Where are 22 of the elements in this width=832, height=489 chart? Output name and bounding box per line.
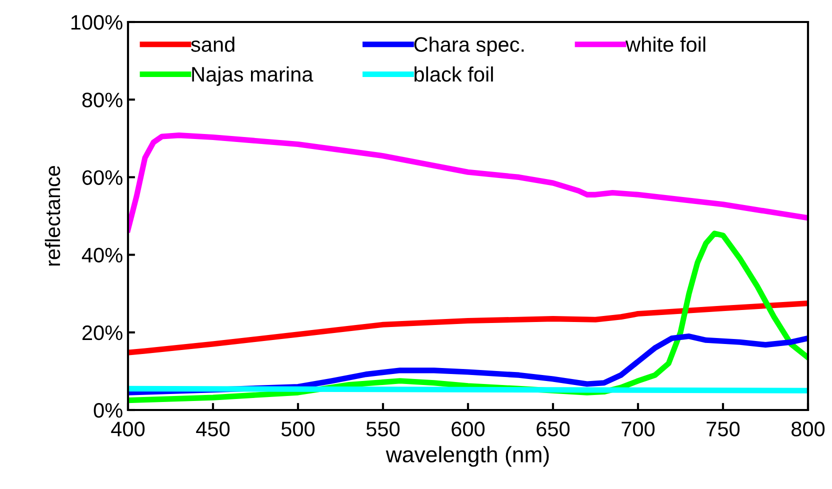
x-tick-label: 800 [792,422,825,436]
x-tick-label: 550 [366,422,400,436]
x-tick-label: 650 [536,422,570,436]
legend-label: sand [191,36,234,52]
y-tick-label: 80% [82,92,122,108]
legend-label: white foil [626,36,706,52]
x-tick-label: 600 [452,422,485,436]
x-tick-label: 700 [622,422,655,436]
legend-label: Najas marina [192,66,314,86]
x-tick-label: 500 [281,422,315,436]
x-tick-label: 750 [706,422,740,436]
y-axis-title: reflectance [44,166,60,266]
y-tick-label: 20% [82,325,122,340]
x-tick-label: 400 [111,422,145,436]
x-axis-title: wavelength (nm) [386,446,549,467]
y-tick-label: 40% [82,248,122,263]
y-tick-label: 60% [82,170,122,185]
x-tick-label: 450 [196,422,230,436]
y-tick-label: 0% [94,403,122,418]
legend-label: Chara spec. [414,36,524,56]
y-tick-label: 100% [71,15,122,30]
legend-label: black foil [414,66,493,82]
